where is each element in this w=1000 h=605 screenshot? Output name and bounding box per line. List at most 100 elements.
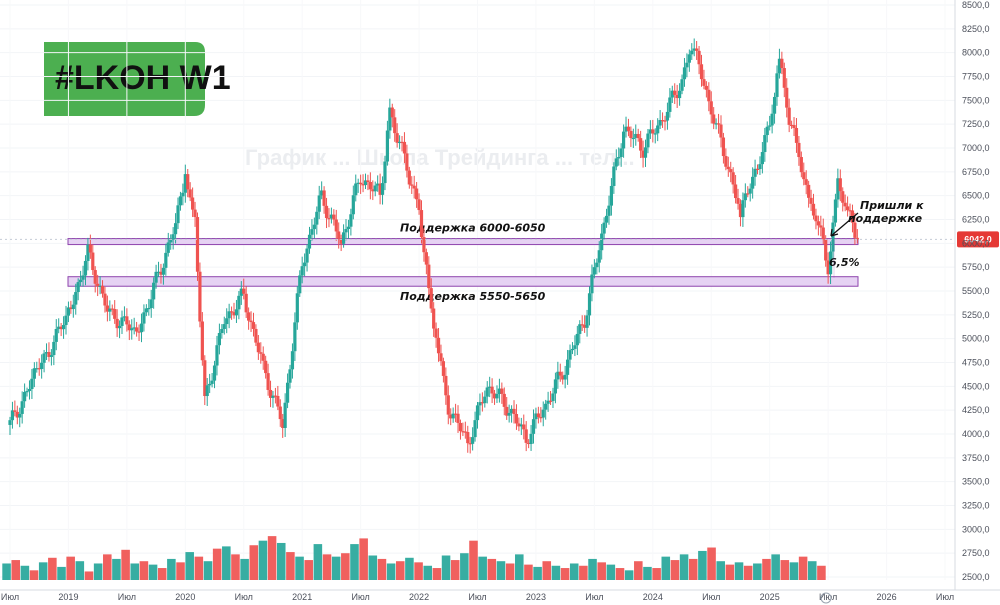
candle-body: [91, 252, 95, 271]
candle-body: [98, 285, 102, 288]
volume-bar: [222, 546, 231, 580]
y-tick-label: 4750,0: [962, 358, 990, 368]
volume-bar: [679, 554, 689, 580]
candle-body: [88, 244, 92, 253]
candle-body: [670, 90, 674, 98]
volume-bar: [688, 558, 698, 580]
candle-body: [553, 379, 558, 394]
candle-body: [86, 244, 90, 261]
y-tick-label: 6000,0: [962, 238, 990, 248]
current-price-label: 6042,0: [964, 234, 992, 244]
candle-body: [551, 393, 555, 401]
volume-bar: [789, 562, 799, 580]
candle-body: [346, 226, 351, 230]
candle-body: [561, 375, 565, 380]
candle-body: [37, 368, 41, 370]
candle-body: [156, 271, 161, 273]
candle-body: [468, 443, 472, 445]
candle-body: [400, 141, 404, 144]
x-tick-label: Июл: [468, 592, 486, 602]
candle-body: [841, 191, 845, 203]
candle-body: [485, 387, 489, 397]
candle-body: [417, 199, 421, 211]
candle-body: [324, 205, 329, 219]
candle-body: [256, 342, 260, 353]
candle-body: [176, 205, 180, 224]
title-badge: #LKOH W1: [44, 42, 231, 116]
volume-bar: [386, 563, 396, 580]
candle-body: [680, 79, 684, 91]
chart-title: #LKOH W1: [55, 59, 231, 97]
y-tick-label: 5500,0: [962, 286, 990, 296]
candle-body: [609, 185, 614, 206]
candle-body: [283, 402, 287, 428]
candle-body: [855, 237, 859, 240]
volume-bar: [515, 554, 524, 580]
candle-body: [768, 125, 772, 127]
candle-body: [188, 189, 192, 198]
candle-body: [337, 231, 341, 239]
candle-body: [397, 141, 402, 144]
volume-bar: [11, 560, 21, 580]
x-tick-label: 2020: [175, 592, 195, 602]
candle-body: [317, 195, 321, 212]
candle-body: [234, 309, 239, 316]
candle-body: [288, 369, 292, 383]
candle-body: [320, 190, 324, 196]
volume-bar: [798, 556, 808, 580]
candle-body: [787, 107, 791, 125]
candle-body: [76, 282, 80, 293]
candle-body: [726, 166, 730, 170]
candle-body: [27, 388, 32, 392]
candle-body: [828, 251, 833, 275]
candle-body: [814, 215, 818, 222]
candle-body: [393, 117, 397, 134]
volume-bar: [423, 565, 433, 580]
candle-body: [351, 195, 355, 215]
candle-body: [237, 295, 241, 310]
candle-body: [541, 409, 545, 418]
support-label: Поддержка 5550-5650: [400, 290, 546, 303]
y-tick-label: 2750,0: [962, 548, 990, 558]
candle-body: [724, 156, 728, 167]
candle-body: [719, 124, 723, 138]
candle-body: [629, 130, 633, 139]
candle-body: [775, 73, 779, 97]
candle-body: [93, 270, 97, 284]
candle-body: [264, 360, 268, 374]
candle-body: [449, 414, 453, 419]
volume-bar: [212, 548, 222, 580]
candle-body: [127, 324, 131, 331]
candle-body: [273, 395, 278, 397]
candle-body: [249, 320, 253, 323]
candle-body: [429, 288, 433, 309]
candle-body: [809, 197, 813, 204]
candle-body: [595, 262, 599, 268]
volume-bar: [762, 558, 771, 580]
x-tick-label: 2026: [877, 592, 897, 602]
candle-body: [239, 288, 243, 296]
candle-body: [49, 355, 53, 357]
volume-bar: [93, 563, 103, 580]
volume-bar: [533, 566, 542, 580]
volume-bar: [38, 562, 48, 580]
candle-body: [268, 389, 273, 398]
candle-body: [685, 62, 689, 68]
candle-body: [69, 307, 73, 310]
candle-body: [113, 309, 117, 319]
candle-body: [227, 311, 231, 319]
candle-body: [741, 200, 745, 218]
y-axis: 8500,0 8250,0 8000,0 7750,0 7500,0 7250,0 7000…: [954, 0, 990, 590]
candle-body: [402, 141, 407, 154]
volume-bar: [121, 549, 130, 580]
support-zones: Поддержка 6000-6050 Поддержка 5550-5650: [67, 222, 859, 303]
volume-bar: [615, 568, 625, 580]
candle-body: [427, 264, 431, 289]
annotation-arrow-head: [830, 228, 839, 237]
volume-bar: [350, 544, 359, 580]
candle-body: [251, 322, 256, 329]
volume-bar: [276, 542, 286, 580]
candle-body: [229, 311, 234, 313]
candle-body: [178, 196, 183, 206]
candle-body: [407, 170, 411, 185]
